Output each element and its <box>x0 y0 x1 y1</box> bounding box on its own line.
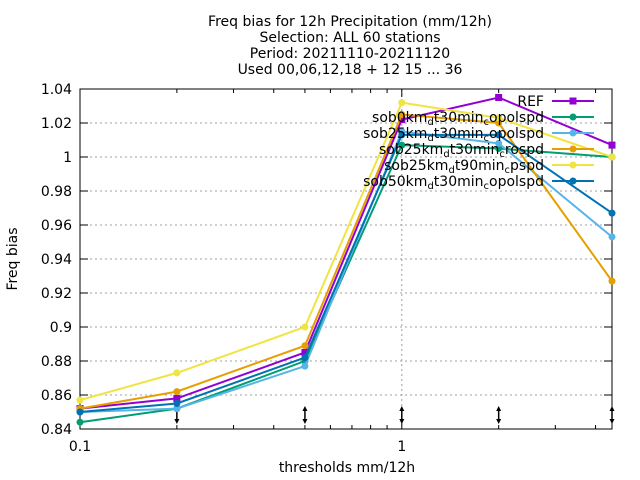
series-3 <box>76 111 616 413</box>
data-point <box>76 396 84 404</box>
legend-entry-4: sob25kmdt90mincpspd <box>384 158 594 176</box>
data-point <box>495 131 503 139</box>
legend-label: REF <box>517 94 544 110</box>
threshold-markers <box>174 406 615 424</box>
legend-label: sob25kmdt30mincrospd <box>379 142 544 160</box>
data-point <box>608 277 616 285</box>
data-point <box>495 114 503 122</box>
data-point <box>301 362 309 370</box>
y-tick-label: 1.04 <box>41 82 72 98</box>
legend-label: sob0kmdt30mincopolspd <box>372 110 544 128</box>
legend-entry-3: sob25kmdt30mincrospd <box>379 142 594 160</box>
data-point <box>608 141 616 149</box>
data-point <box>173 400 181 407</box>
legend-label: sob50kmdt30mincopolspd <box>363 174 544 192</box>
title-line-0: Freq bias for 12h Precipitation (mm/12h) <box>208 14 492 30</box>
data-point <box>398 111 406 118</box>
y-tick-label: 0.96 <box>41 218 72 234</box>
legend-entry-5: sob50kmdt30mincopolspd <box>363 174 594 192</box>
threshold-marker <box>496 406 502 424</box>
series-4 <box>76 99 616 404</box>
series-line <box>79 130 613 413</box>
data-point <box>301 323 309 331</box>
data-point <box>398 116 406 124</box>
series-line <box>79 133 613 413</box>
data-point <box>398 99 406 107</box>
data-point <box>608 209 616 217</box>
legend-entry-1: sob0kmdt30mincopolspd <box>372 110 594 128</box>
legend-entry-2: sob25kmdt30mincopolspd <box>363 126 594 144</box>
data-point <box>495 139 503 147</box>
x-tick-label: 0.1 <box>69 439 91 455</box>
y-tick-label: 1.02 <box>41 116 72 132</box>
legend: REFsob0kmdt30mincopolspdsob25kmdt30minco… <box>363 94 594 192</box>
data-point <box>398 131 406 139</box>
y-axis-label: Freq bias <box>5 227 21 290</box>
threshold-marker <box>302 406 308 424</box>
axes: 0.84 0.86 0.88 0.9 0.92 0.94 0.96 0.98 1 1.02 1.04… <box>41 82 613 455</box>
y-tick-label: 0.9 <box>50 320 72 336</box>
chart-title: Freq bias for 12h Precipitation (mm/12h)… <box>208 14 492 78</box>
title-line-1: Selection: ALL 60 stations <box>259 30 440 46</box>
data-point <box>301 349 309 356</box>
y-tick-label: 0.84 <box>41 422 72 438</box>
data-series <box>76 94 616 426</box>
data-point <box>495 119 503 127</box>
legend-label: sob25kmdt30mincopolspd <box>363 126 544 144</box>
data-point <box>76 408 84 416</box>
legend-label: sob25kmdt90mincpspd <box>384 158 544 176</box>
y-tick-label: 0.92 <box>41 286 72 302</box>
data-point <box>301 342 309 350</box>
title-line-3: Used 00,06,12,18 + 12 15 ... 36 <box>238 62 463 78</box>
data-point <box>76 418 84 426</box>
y-tick-label: 1 <box>63 150 72 166</box>
y-tick-label: 0.86 <box>41 388 72 404</box>
x-tick-label: 1 <box>397 439 406 455</box>
data-point <box>608 233 616 241</box>
series-line <box>79 96 613 410</box>
data-point <box>173 405 181 413</box>
legend-entry-0: REF <box>517 94 594 110</box>
data-point <box>301 354 309 362</box>
series-5 <box>76 131 616 416</box>
data-point <box>495 94 503 101</box>
data-point <box>495 145 503 152</box>
y-tick-label: 0.94 <box>41 252 72 268</box>
y-tick-label: 0.98 <box>41 184 72 200</box>
title-line-2: Period: 20211110-20211120 <box>250 46 450 62</box>
series-line <box>79 113 613 410</box>
data-point <box>173 388 181 396</box>
data-point <box>173 394 181 402</box>
series-line <box>79 101 613 402</box>
data-point <box>608 153 616 161</box>
threshold-marker <box>609 406 615 424</box>
y-tick-label: 0.88 <box>41 354 72 370</box>
data-point <box>398 141 406 149</box>
data-point <box>173 369 181 377</box>
threshold-marker <box>399 406 405 424</box>
x-axis-label: thresholds mm/12h <box>279 460 415 476</box>
